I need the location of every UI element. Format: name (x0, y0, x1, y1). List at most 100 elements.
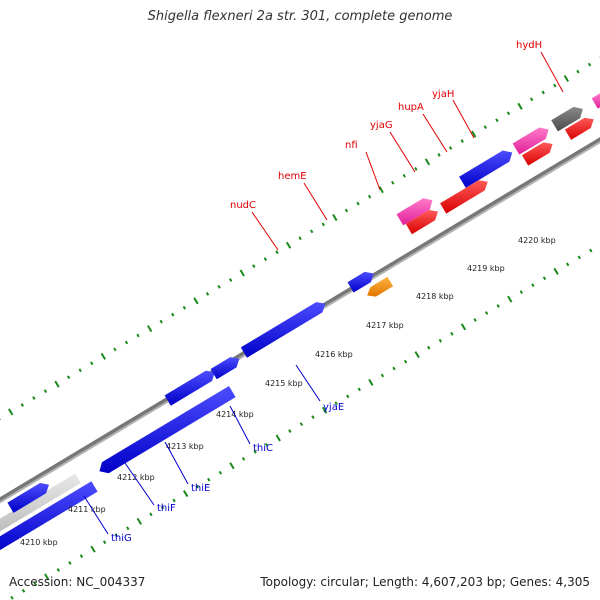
tick-mark-upper (193, 297, 199, 305)
tick-mark-lower (172, 498, 176, 503)
gene-features (0, 93, 600, 551)
tick-mark-upper (205, 291, 210, 296)
tick-mark-upper (506, 111, 511, 116)
tick-mark-upper (20, 403, 24, 407)
tick-mark-lower (531, 283, 535, 288)
kbp-label: 4210 kbp (20, 538, 58, 547)
kbp-label: 4219 kbp (467, 264, 505, 273)
tick-mark-lower (380, 373, 385, 378)
tick-mark-upper (344, 208, 349, 213)
tick-mark-upper (483, 125, 488, 130)
tick-mark-lower (473, 318, 477, 322)
tick-mark-lower (311, 415, 315, 420)
tick-mark-upper (43, 389, 48, 393)
kbp-label: 4220 kbp (518, 236, 556, 245)
tick-mark-lower (90, 545, 96, 553)
tick-mark-upper (576, 69, 580, 74)
gene-feature-red (405, 210, 438, 235)
tick-mark-lower (264, 443, 269, 447)
tick-mark-upper (54, 380, 60, 388)
tick-mark-lower (136, 517, 143, 525)
gene-leader-line (452, 99, 475, 139)
gene-leader-line (83, 495, 109, 535)
tick-mark-upper (529, 97, 534, 102)
backbone-line (0, 141, 600, 504)
tick-mark-lower (56, 568, 60, 572)
tick-mark-upper (391, 180, 395, 185)
tick-mark-lower (21, 588, 26, 593)
gene-label-top: nudC (230, 200, 256, 211)
gene-leader-line (124, 462, 155, 506)
tick-mark-lower (114, 533, 118, 538)
gene-feature-blue (7, 483, 49, 513)
tick-mark-upper (124, 340, 129, 345)
tick-mark-upper (553, 83, 557, 88)
tick-mark-upper (100, 352, 106, 360)
tick-mark-upper (263, 257, 268, 262)
tick-mark-lower (182, 490, 189, 498)
tick-marks (0, 56, 600, 600)
tick-mark-upper (448, 146, 453, 150)
gene-feature-blue (347, 271, 374, 293)
gene-feature-nfi (512, 127, 549, 155)
tick-mark-upper (8, 408, 14, 416)
tick-mark-upper (495, 118, 499, 123)
gene-feature-thiG (0, 481, 98, 551)
tick-mark-upper (332, 213, 338, 221)
gene-feature-thiE (99, 386, 236, 474)
tick-mark-upper (356, 201, 360, 206)
gene-leader-line (164, 441, 189, 485)
gene-feature-red (564, 117, 594, 140)
tick-mark-upper (275, 250, 279, 255)
kbp-label: 4213 kbp (166, 442, 204, 451)
tick-mark-lower (229, 462, 235, 470)
kbp-label: 4218 kbp (416, 292, 454, 301)
kbp-label: 4212 kbp (117, 473, 155, 482)
tick-mark-upper (113, 347, 117, 352)
tick-mark-lower (507, 295, 513, 303)
tick-mark-lower (438, 338, 443, 343)
tick-mark-lower (346, 394, 350, 399)
gene-leader-line (389, 131, 416, 173)
tick-mark-lower (496, 304, 500, 308)
tick-mark-lower (10, 595, 14, 600)
genome-summary: Topology: circular; Length: 4,607,203 bp… (260, 575, 590, 589)
tick-mark-upper (298, 236, 302, 241)
tick-mark-lower (68, 561, 72, 565)
tick-mark-lower (427, 345, 431, 350)
gene-label-top: yjaH (432, 89, 454, 100)
tick-mark-upper (239, 269, 245, 277)
tick-mark-upper (228, 278, 233, 282)
kbp-label: 4215 kbp (265, 379, 303, 388)
gene-label-top: nfi (345, 140, 358, 151)
tick-mark-lower (368, 378, 374, 386)
tick-mark-lower (577, 255, 581, 260)
gene-label-bottom: thiF (157, 503, 176, 514)
accession-label: Accession: NC_004337 (9, 575, 146, 589)
tick-mark-lower (542, 276, 547, 281)
gene-feature-hemE (459, 150, 513, 188)
gene-feature-red (440, 180, 488, 214)
tick-mark-upper (414, 166, 418, 171)
tick-mark-lower (241, 456, 246, 461)
tick-mark-upper (321, 222, 325, 227)
gene-label-top: yjaG (370, 120, 393, 131)
tick-mark-lower (160, 505, 165, 510)
tick-mark-lower (484, 311, 489, 315)
tick-mark-upper (171, 312, 175, 317)
tick-mark-lower (589, 248, 593, 253)
gene-leader-line (365, 151, 381, 191)
gene-leader-line (295, 364, 321, 402)
gene-feature-red (522, 142, 553, 166)
map-title: Shigella flexneri 2a str. 301, complete … (147, 9, 453, 24)
gene-label-bottom: thiC (253, 443, 273, 454)
gene-feature-blue (164, 370, 215, 406)
tick-mark-lower (392, 366, 396, 371)
tick-mark-lower (321, 406, 328, 414)
tick-mark-upper (66, 375, 71, 380)
tick-mark-lower (357, 387, 361, 392)
gene-label-bottom: yjaE (323, 402, 344, 413)
